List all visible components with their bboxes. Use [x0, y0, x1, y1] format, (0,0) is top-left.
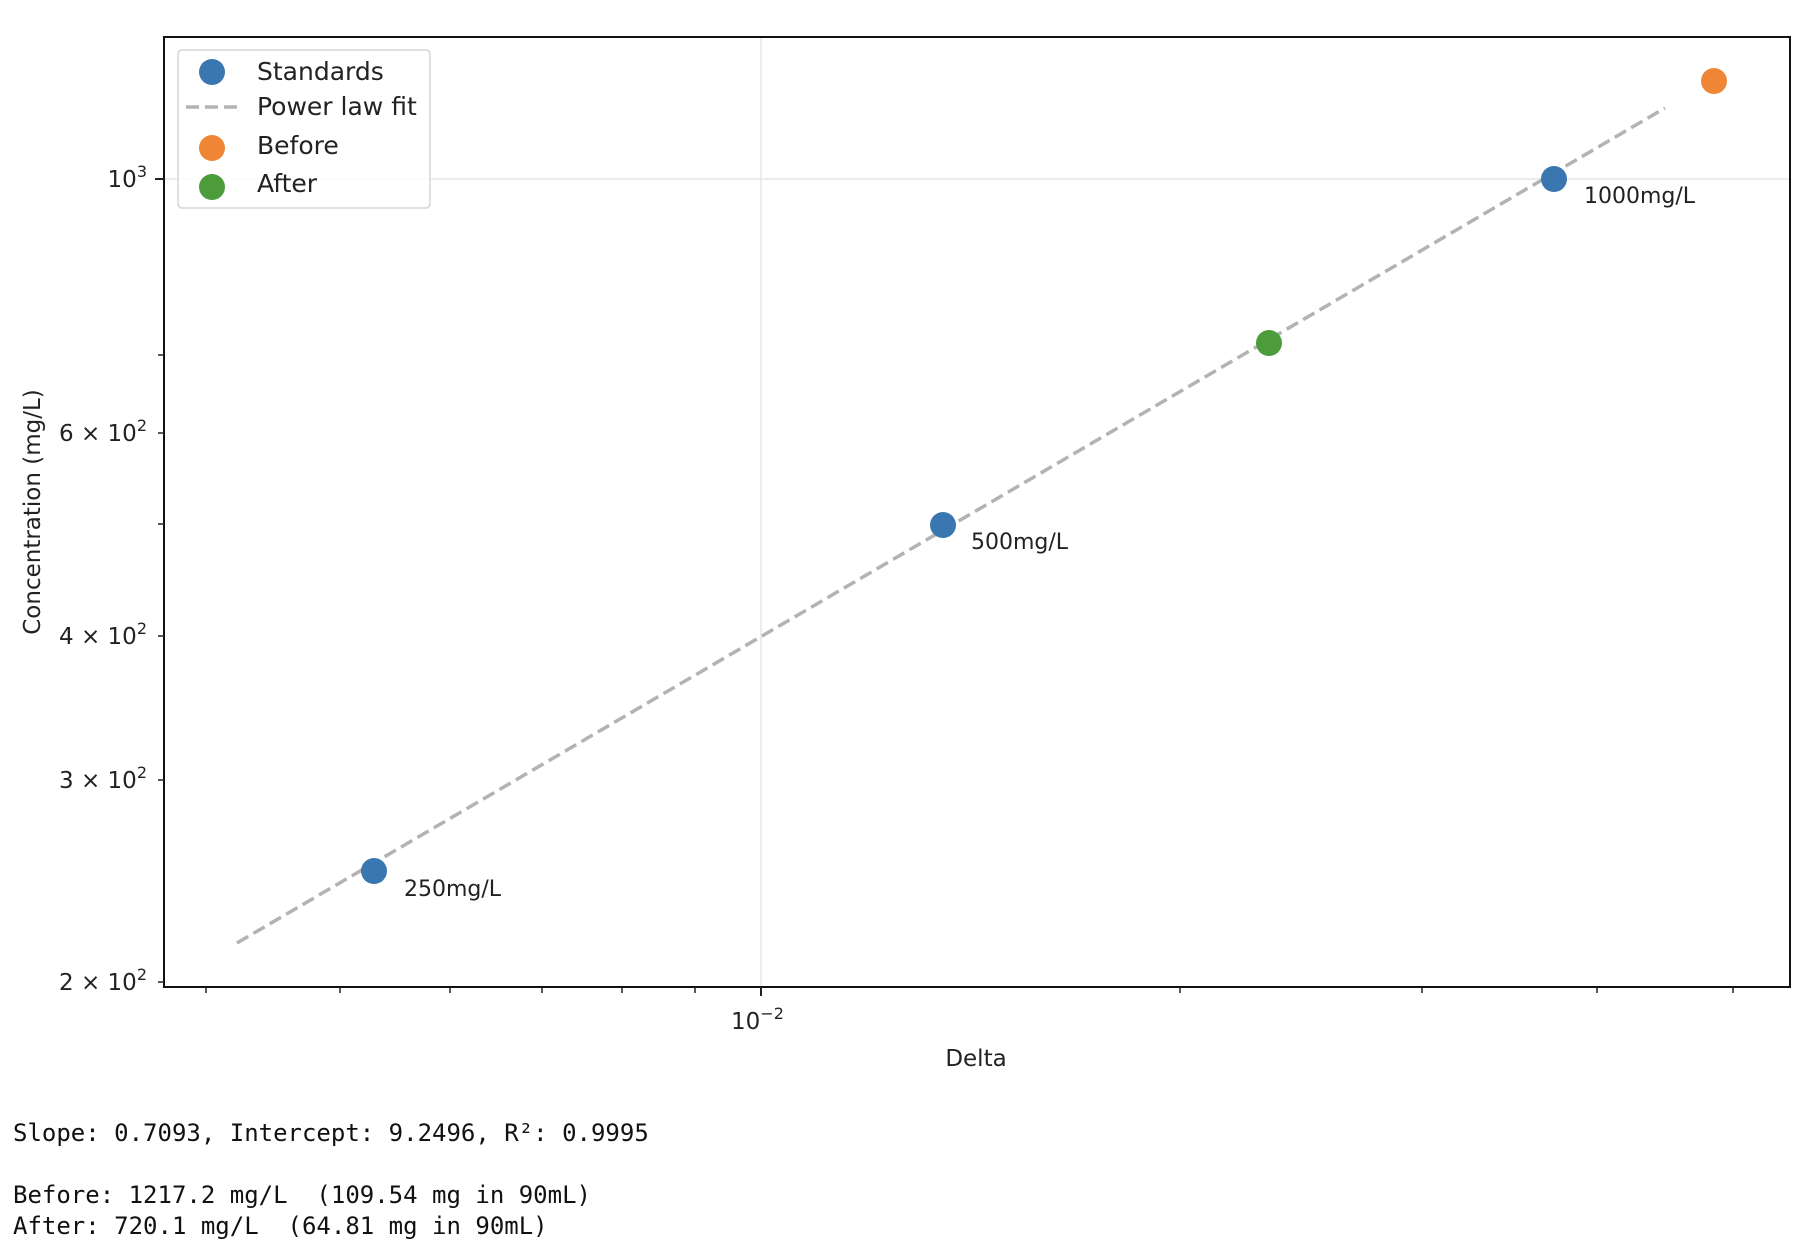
y-tick-label-300: 3 × 102: [59, 763, 147, 794]
legend: Standards Power law fit Before After: [177, 49, 431, 209]
y-tick-label-600: 6 × 102: [59, 416, 147, 447]
legend-label-fit: Power law fit: [257, 92, 417, 121]
y-axis-label: Concentration (mg/L): [20, 389, 46, 635]
before-result-line: Before: 1217.2 mg/L (109.54 mg in 90mL): [13, 1181, 591, 1209]
legend-marker-before: [199, 135, 225, 161]
legend-marker-after: [199, 174, 225, 200]
y-tick-label-200: 2 × 102: [59, 965, 147, 996]
legend-label-before: Before: [257, 131, 339, 160]
annotation-500: 500mg/L: [971, 530, 1069, 555]
after-point: [1256, 330, 1282, 356]
standard-point-250: [361, 858, 387, 884]
annotation-1000: 1000mg/L: [1584, 184, 1696, 209]
after-result-line: After: 720.1 mg/L (64.81 mg in 90mL): [13, 1212, 548, 1240]
standard-point-500: [930, 512, 956, 538]
text-output: Slope: 0.7093, Intercept: 9.2496, R²: 0.…: [13, 1118, 649, 1242]
standard-point-1000: [1541, 166, 1567, 192]
annotation-250: 250mg/L: [404, 877, 502, 902]
legend-label-after: After: [257, 169, 318, 198]
x-ticks: [205, 987, 1734, 996]
y-tick-label-1000: 103: [108, 162, 147, 193]
legend-marker-standards: [199, 59, 225, 85]
y-tick-label-400: 4 × 102: [59, 619, 147, 650]
axes-frame: [163, 36, 1791, 988]
y-ticks: [155, 178, 164, 983]
fit-stats-line: Slope: 0.7093, Intercept: 9.2496, R²: 0.…: [13, 1119, 649, 1147]
before-point: [1701, 68, 1727, 94]
x-axis-label: Delta: [945, 1046, 1006, 1072]
x-tick-label-10e-2: 10−2: [731, 1004, 784, 1035]
calibration-chart: 250mg/L 500mg/L 1000mg/L 10−2 103 6 × 10…: [20, 36, 1791, 1072]
legend-label-standards: Standards: [257, 57, 384, 86]
